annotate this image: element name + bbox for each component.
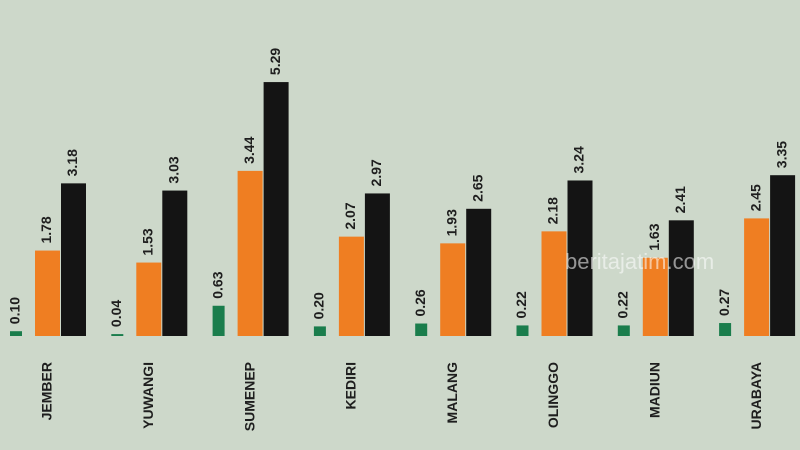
x-tick-label: MALANG [444,362,460,424]
watermark: beritajatim.com [565,249,714,274]
value-label: 0.63 [209,271,225,298]
value-label: 1.63 [646,223,662,250]
x-tick-label: KEDIRI [343,362,359,409]
value-label: 1.93 [443,209,459,236]
value-label: 2.97 [368,159,384,186]
value-label: 3.44 [241,136,257,163]
value-label: 0.10 [7,297,23,324]
bar [111,334,124,336]
value-label: 5.29 [267,48,283,75]
value-label: 0.20 [311,292,327,319]
bar [136,262,162,336]
bar [719,323,732,336]
bar [415,323,428,336]
bar [364,193,390,336]
bar [338,236,364,336]
bar [516,325,529,336]
value-label: 0.22 [513,291,529,318]
bar [541,231,567,336]
value-label: 3.35 [773,141,789,168]
value-label: 2.65 [469,174,485,201]
x-tick-label: JEMBER [39,362,55,420]
bar [770,175,796,336]
bar [744,218,770,336]
value-label: 2.41 [672,186,688,213]
bar [567,180,593,336]
bar [617,325,630,336]
bar [237,170,263,336]
bar [263,82,289,336]
value-label: 0.26 [412,289,428,316]
value-label: 1.78 [38,216,54,243]
value-label: 3.03 [166,156,182,183]
bar [642,257,668,336]
x-tick-label: SUMENEP [241,362,257,431]
value-label: 2.07 [342,202,358,229]
bar [10,331,22,336]
bar [668,220,694,336]
x-tick-label: YUWANGI [140,362,156,429]
value-label: 3.18 [64,149,80,176]
bar [162,190,188,336]
value-label: 0.22 [615,291,631,318]
x-tick-label: MADIUN [647,362,663,418]
value-label: 0.04 [108,300,124,327]
bar [35,250,60,336]
value-label: 1.53 [140,228,156,255]
bar [61,183,86,336]
value-label: 2.45 [747,184,763,211]
x-tick-label: URABAYA [748,362,764,429]
value-label: 0.27 [716,289,732,316]
bar [313,326,326,336]
bar [440,243,466,336]
bar [466,208,492,336]
value-label: 3.24 [571,146,587,173]
bar [212,305,225,336]
x-tick-label: OLINGGO [545,362,561,428]
value-label: 2.18 [545,197,561,224]
